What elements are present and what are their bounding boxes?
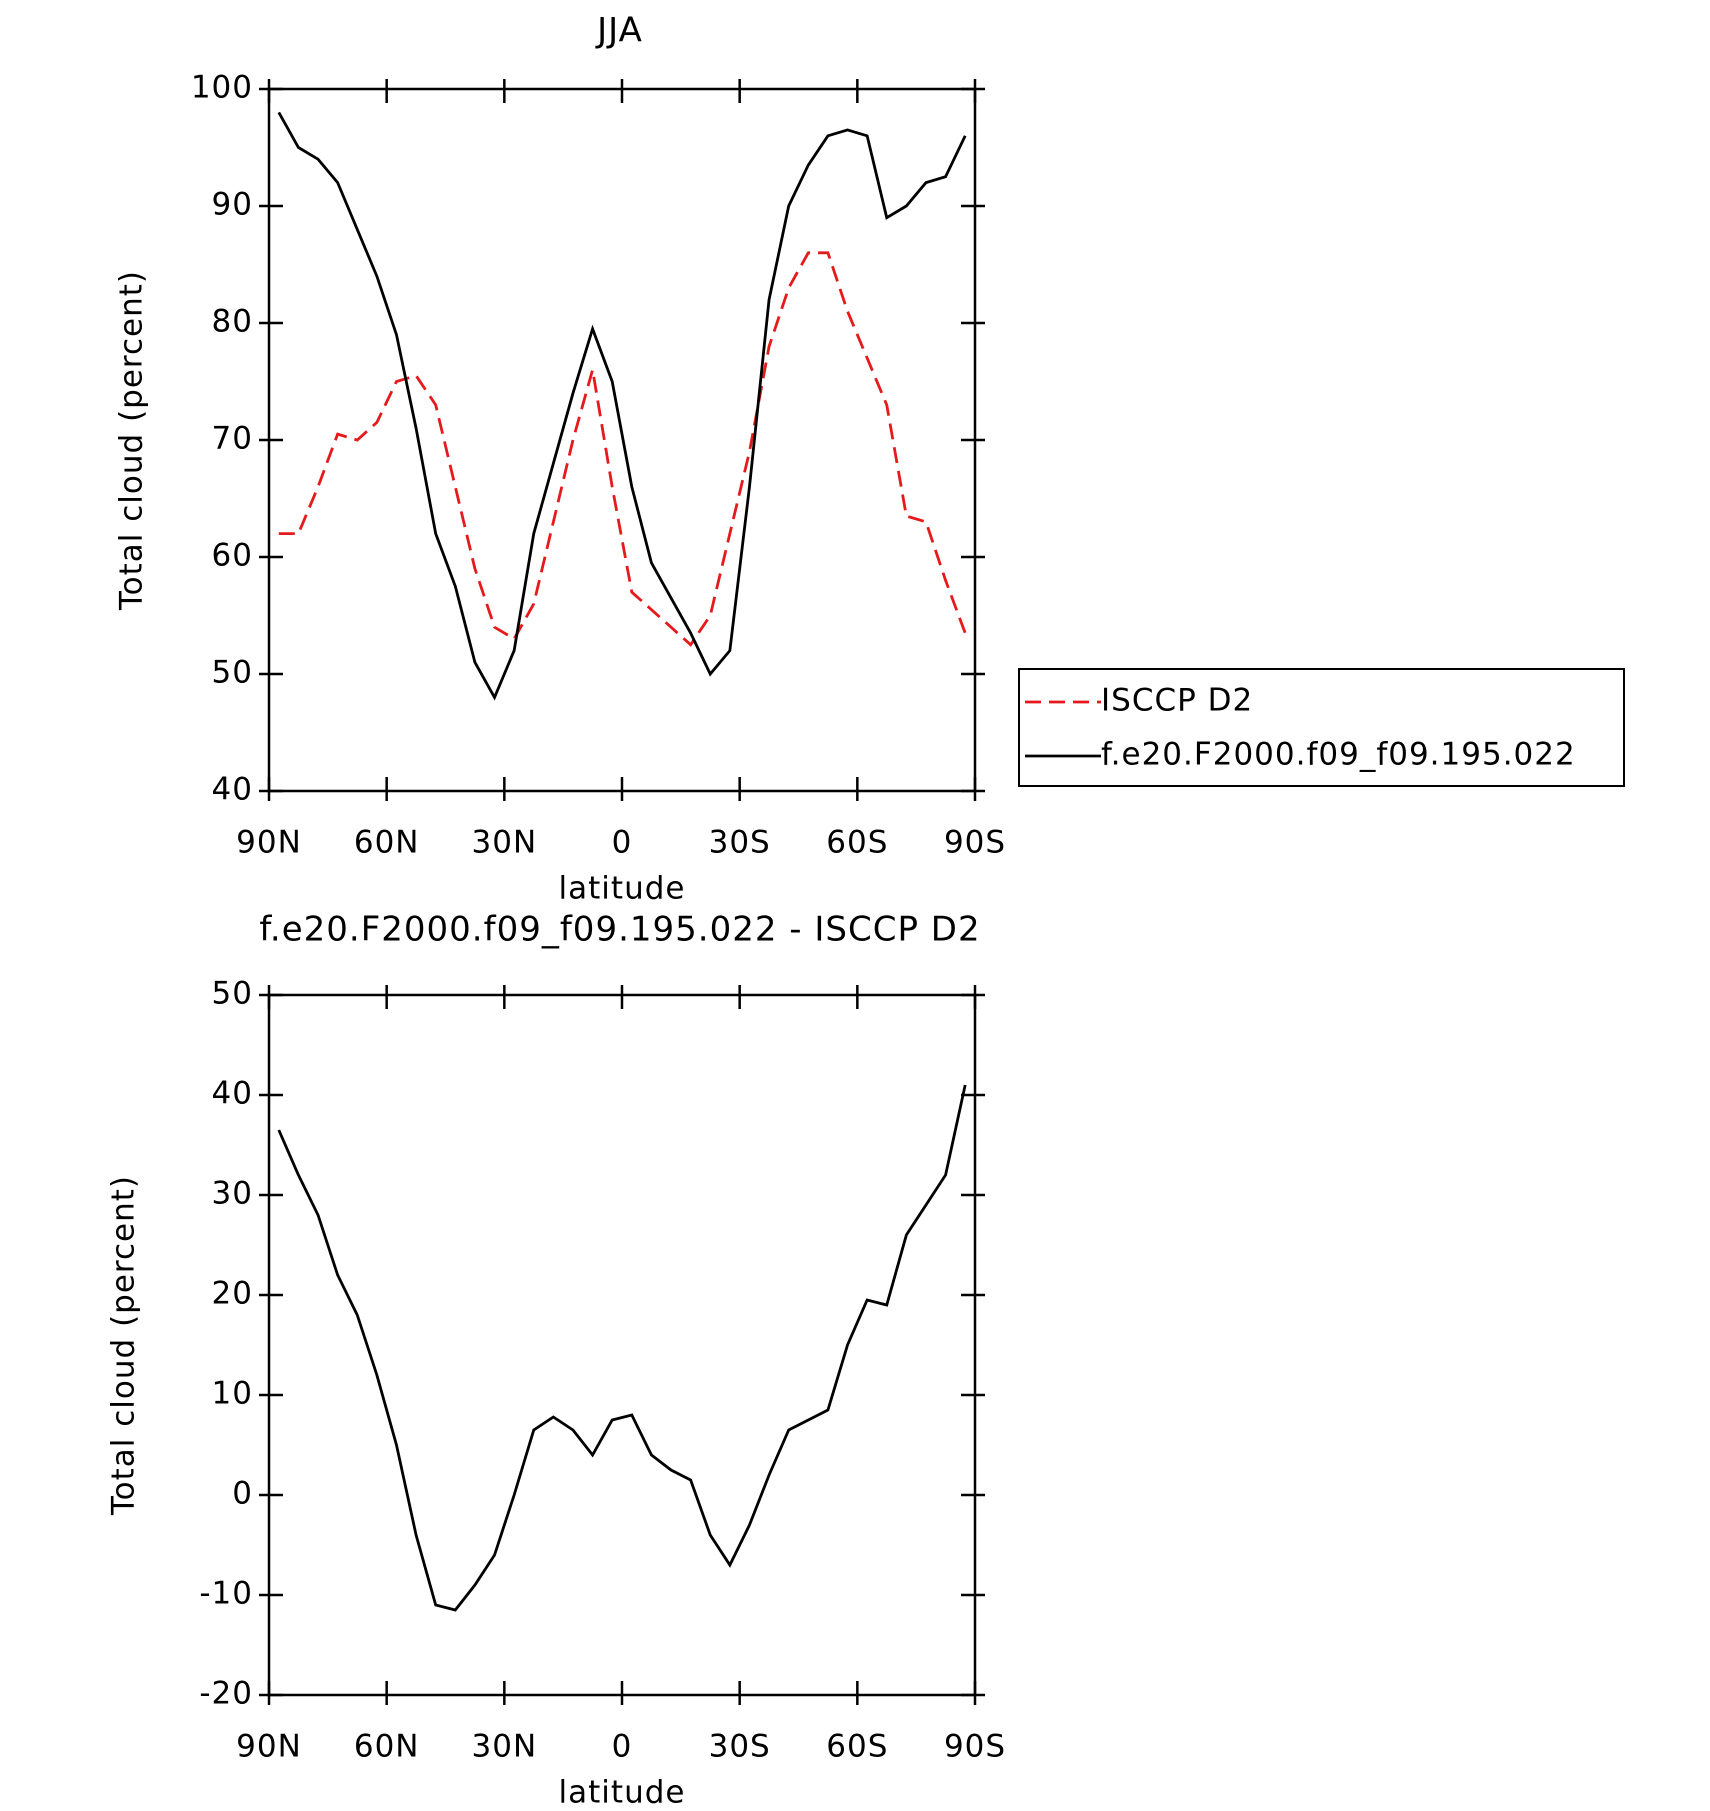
y-tick-label: 40 [212, 1076, 253, 1112]
x-tick-label: 90N [236, 825, 302, 861]
legend-label: f.e20.F2000.f09_f09.195.022 [1101, 737, 1576, 773]
x-tick-label: 90S [944, 825, 1006, 861]
x-tick-label: 30N [472, 825, 538, 861]
x-tick-label: 60S [826, 1729, 888, 1765]
chart-title: JJA [595, 11, 643, 51]
series-line [277, 111, 967, 701]
x-tick-label: 60N [354, 825, 420, 861]
x-tick-label: 0 [612, 1729, 633, 1765]
y-tick-label: 40 [212, 772, 253, 808]
chart-title: f.e20.F2000.f09_f09.195.022 - ISCCP D2 [259, 910, 980, 950]
x-axis-label: latitude [559, 871, 686, 907]
y-tick-label: 20 [212, 1276, 253, 1312]
y-axis-label: Total cloud (percent) [114, 270, 150, 611]
y-tick-label: 80 [212, 304, 253, 340]
y-tick-label: 10 [212, 1376, 253, 1412]
x-tick-label: 90S [944, 1729, 1006, 1765]
series-line [278, 251, 967, 647]
y-tick-label: 30 [212, 1176, 253, 1212]
series-line [277, 1084, 967, 1612]
x-tick-label: 30S [709, 1729, 771, 1765]
x-tick-label: 60N [354, 1729, 420, 1765]
y-tick-label: 0 [232, 1476, 253, 1512]
x-tick-label: 30S [709, 825, 771, 861]
x-tick-label: 60S [826, 825, 888, 861]
y-tick-label: 50 [212, 976, 253, 1012]
y-tick-label: 100 [191, 70, 253, 106]
legend-label: ISCCP D2 [1101, 683, 1253, 719]
y-axis-label: Total cloud (percent) [106, 1175, 142, 1516]
x-tick-label: 0 [612, 825, 633, 861]
y-tick-label: 60 [212, 538, 253, 574]
y-tick-label: 50 [212, 655, 253, 691]
y-tick-label: -10 [199, 1576, 253, 1612]
legend-box [1018, 668, 1625, 787]
y-tick-label: -20 [199, 1676, 253, 1712]
y-tick-label: 70 [212, 421, 253, 457]
plot-frame [267, 993, 977, 1697]
x-tick-label: 30N [472, 1729, 538, 1765]
x-axis-label: latitude [559, 1775, 686, 1811]
y-tick-label: 90 [212, 187, 253, 223]
x-tick-label: 90N [236, 1729, 302, 1765]
